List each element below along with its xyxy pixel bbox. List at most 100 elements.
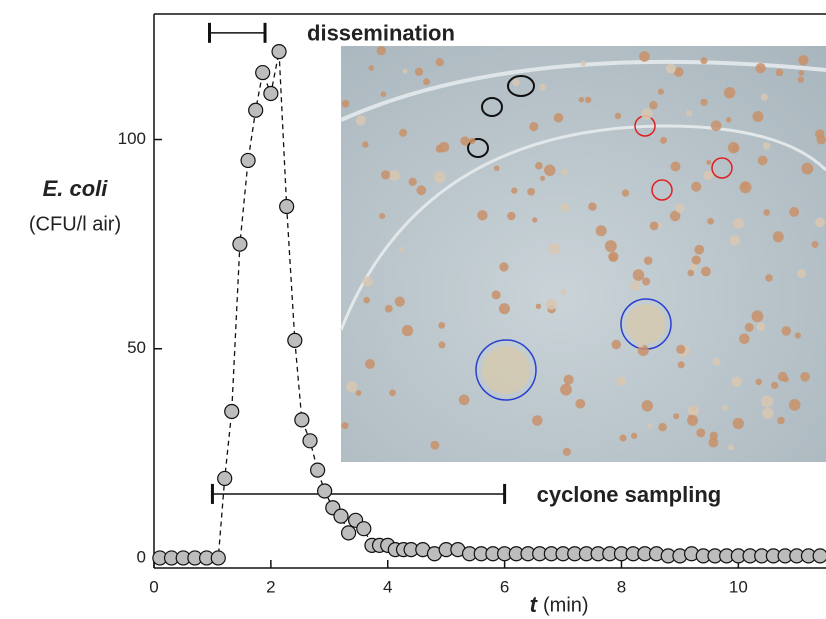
colony — [632, 269, 645, 281]
colony — [637, 344, 649, 357]
marker-circle — [467, 138, 489, 158]
colony — [691, 181, 702, 192]
colony — [739, 333, 750, 345]
colony — [626, 304, 666, 344]
colony — [575, 398, 586, 409]
colony — [725, 117, 732, 123]
colony — [584, 96, 592, 104]
colony — [657, 88, 664, 95]
colony — [696, 428, 706, 438]
colony — [414, 67, 424, 76]
colony — [646, 423, 653, 429]
colony — [728, 444, 735, 451]
colony — [777, 416, 785, 425]
annotation: dissemination — [307, 21, 455, 46]
colony — [341, 422, 349, 430]
colony — [580, 60, 587, 67]
data-point — [210, 550, 226, 566]
colony — [355, 390, 362, 396]
colony — [401, 325, 414, 337]
colony — [561, 168, 568, 176]
colony — [532, 415, 543, 426]
colony — [604, 240, 617, 253]
colony — [729, 235, 741, 246]
colony — [676, 344, 686, 354]
data-point — [310, 462, 326, 478]
data-point — [812, 548, 826, 564]
colony — [770, 381, 779, 390]
colony — [399, 128, 408, 137]
colony — [380, 91, 387, 97]
colony — [433, 171, 446, 184]
colony — [708, 437, 719, 448]
colony — [416, 185, 427, 196]
data-point — [356, 521, 372, 537]
colony — [408, 177, 417, 187]
marker-circle — [711, 157, 733, 179]
colony — [677, 361, 685, 369]
colony — [815, 217, 825, 228]
colony — [710, 120, 722, 132]
colony — [614, 112, 622, 120]
colony — [752, 111, 764, 122]
colony — [381, 170, 391, 180]
x-tick-label: 0 — [149, 577, 158, 596]
x-tick-label: 4 — [383, 577, 392, 596]
colony — [531, 217, 538, 223]
colony — [362, 141, 369, 148]
colony — [665, 63, 676, 74]
x-tick-label: 2 — [266, 577, 275, 596]
data-point — [340, 525, 357, 541]
colony — [727, 142, 740, 154]
colony — [540, 175, 546, 181]
data-point — [302, 433, 318, 449]
colony — [630, 280, 641, 291]
colony — [477, 210, 488, 221]
colony — [394, 296, 405, 307]
colony — [399, 247, 405, 253]
colony — [637, 341, 644, 348]
colony — [641, 400, 654, 412]
data-point — [317, 483, 333, 499]
colony — [673, 67, 684, 77]
colony — [402, 68, 408, 74]
colony — [712, 357, 721, 366]
colony — [643, 256, 653, 265]
y-axis-unit: (CFU/l air) — [29, 213, 121, 235]
colony — [760, 93, 768, 101]
colony — [788, 399, 801, 411]
data-point — [217, 470, 233, 487]
colony — [639, 51, 650, 62]
colony — [376, 45, 387, 56]
colony — [491, 290, 501, 300]
colony — [706, 159, 712, 165]
colony — [438, 322, 446, 329]
colony — [700, 57, 708, 65]
colony — [560, 288, 567, 295]
colony — [686, 110, 692, 117]
colony — [535, 161, 543, 170]
colony — [701, 266, 711, 277]
colony — [762, 407, 774, 419]
annotation: cyclone sampling — [537, 482, 722, 507]
colony — [797, 76, 805, 83]
colony — [631, 432, 638, 440]
colony — [384, 304, 393, 313]
colony — [660, 136, 667, 144]
colony — [595, 225, 607, 237]
colony — [435, 58, 444, 67]
data-point — [255, 64, 271, 81]
colony — [755, 62, 766, 74]
data-point — [224, 403, 240, 420]
colony — [669, 210, 681, 222]
colony — [798, 70, 805, 76]
data-point — [287, 332, 303, 348]
photo-background — [341, 46, 826, 462]
colony — [616, 376, 626, 386]
colony — [763, 209, 771, 216]
colony — [512, 78, 520, 87]
colony — [498, 303, 510, 315]
colony — [700, 98, 708, 106]
colony — [460, 136, 470, 146]
colony — [811, 241, 819, 248]
